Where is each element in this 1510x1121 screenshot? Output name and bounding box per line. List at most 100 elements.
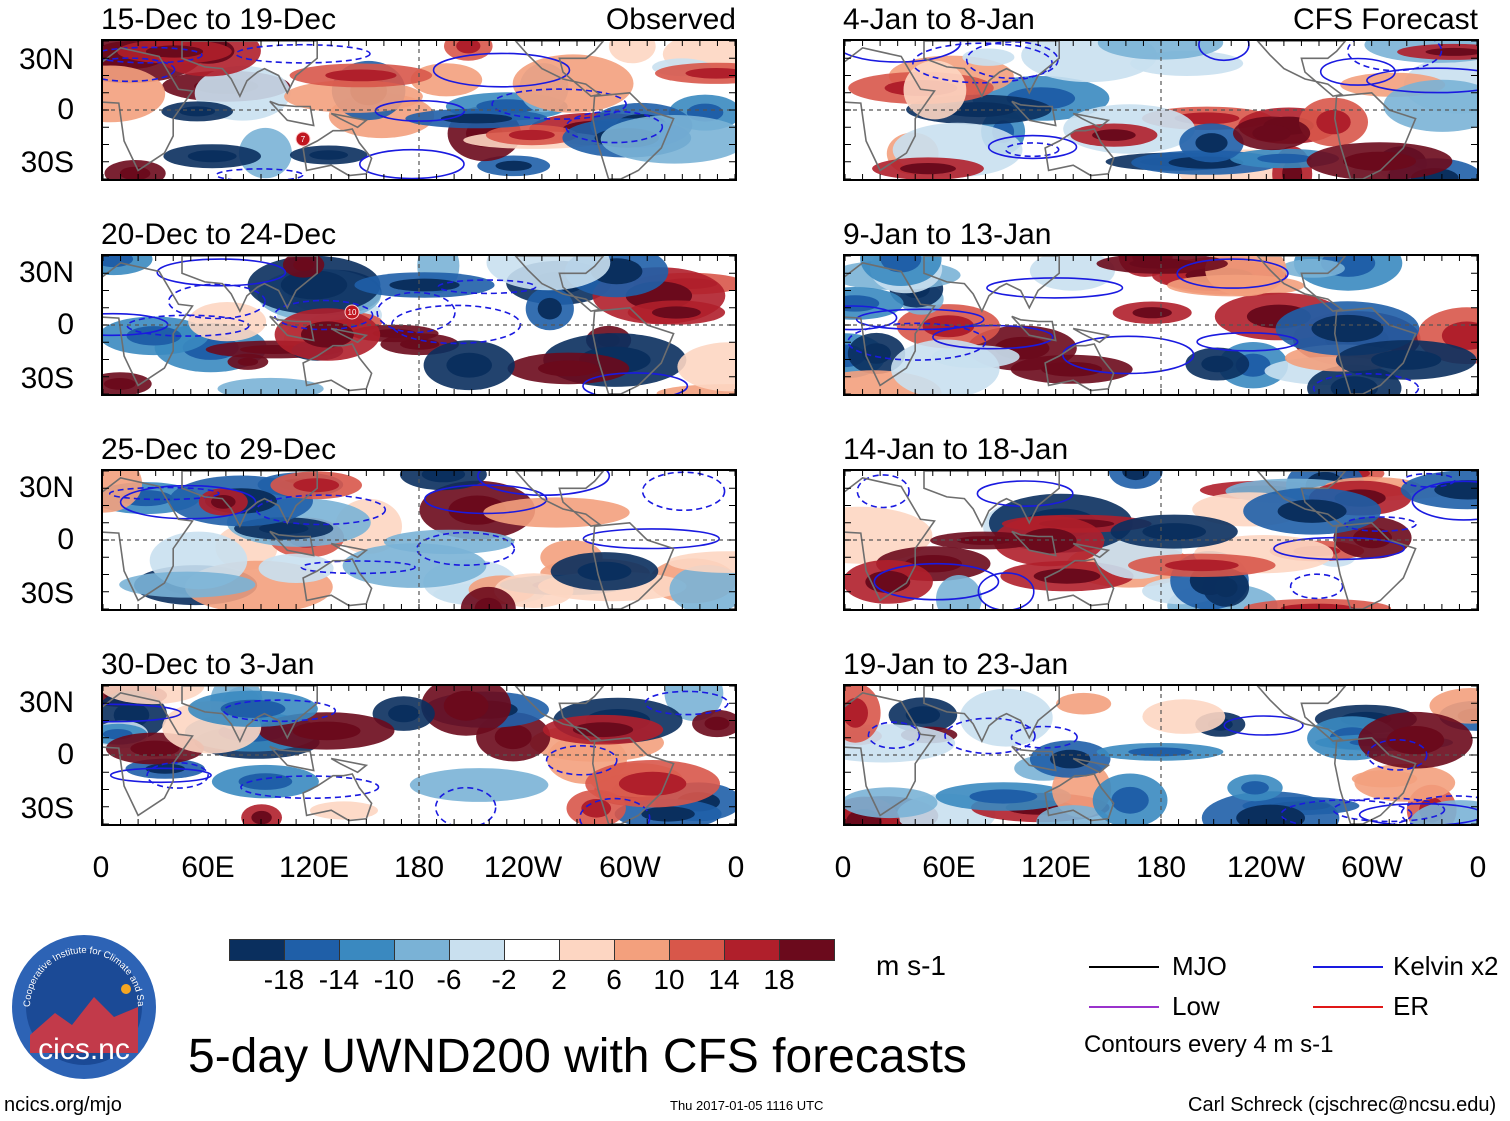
lon-label: 120W xyxy=(483,851,563,884)
coastline xyxy=(103,47,194,172)
anomaly-shade xyxy=(608,41,656,64)
anomaly-shade-core xyxy=(1132,307,1172,319)
anomaly-shade-core xyxy=(389,278,460,292)
coastline xyxy=(591,306,675,394)
forecast-label: CFS Forecast xyxy=(1292,3,1478,36)
colorbar-swatch xyxy=(724,939,780,961)
coastline xyxy=(269,530,315,557)
coastline xyxy=(302,558,373,607)
anomaly-shade-core xyxy=(1122,471,1150,481)
lon-label: 60E xyxy=(922,851,976,884)
anomaly-shade-core xyxy=(704,716,730,731)
main-title: 5-day UWND200 with CFS forecasts xyxy=(188,1030,967,1083)
storm-marker xyxy=(344,304,360,320)
coastline xyxy=(845,262,936,387)
colorbar-tick-label: 10 xyxy=(653,964,685,995)
anomaly-shade xyxy=(309,801,378,820)
coastline xyxy=(923,686,1060,744)
anomaly-shade-core xyxy=(1164,559,1239,572)
anomaly-shade-core xyxy=(1214,577,1238,598)
coastline xyxy=(1011,530,1057,557)
coastline xyxy=(1256,256,1347,313)
coastline xyxy=(181,686,318,744)
logo-text: cics.nc xyxy=(38,1033,130,1066)
anomaly-shade-core xyxy=(130,740,180,757)
panel-title-left-4: 30-Dec to 3-Jan xyxy=(101,648,315,681)
coastline xyxy=(1333,521,1417,609)
colorbar-swatch xyxy=(559,939,615,961)
kelvin-contour xyxy=(579,797,651,824)
coastline xyxy=(591,521,675,609)
colorbar-swatch xyxy=(504,939,560,961)
kelvin-contour xyxy=(1319,57,1396,86)
coastline xyxy=(923,471,1060,529)
lat-label: 30S xyxy=(20,577,74,610)
footer-link[interactable]: ncics.org/mjo xyxy=(4,1094,122,1116)
coastline xyxy=(330,542,369,559)
anomaly-shade-core xyxy=(641,806,695,822)
anomaly-shade-core xyxy=(1425,47,1477,56)
map-right-3 xyxy=(843,469,1479,611)
lon-label: 0 xyxy=(1469,851,1487,884)
lat-label: 30N xyxy=(18,256,74,289)
anomaly-shade-core xyxy=(119,166,151,179)
kelvin-contour xyxy=(582,372,689,394)
anomaly-shade-core xyxy=(388,704,420,723)
lon-label: 120W xyxy=(1226,851,1306,884)
colorbar-swatch xyxy=(449,939,505,961)
kelvin-contour xyxy=(565,110,664,144)
anomaly-shade xyxy=(669,565,735,609)
colorbar-swatch xyxy=(284,939,340,961)
anomaly-shade-core xyxy=(187,150,237,163)
kelvin-contour xyxy=(424,484,548,515)
coastline xyxy=(181,41,318,99)
footer-timestamp: Thu 2017-01-05 1116 UTC xyxy=(670,1098,824,1113)
anomaly-shade xyxy=(1281,259,1345,278)
anomaly-shade-core xyxy=(1021,528,1077,554)
legend-label-er: ER xyxy=(1393,991,1430,1021)
kelvin-contour xyxy=(240,775,380,800)
anomaly-shade-core xyxy=(862,343,891,364)
anomaly-shade-core xyxy=(179,106,216,117)
kelvin-contour xyxy=(109,767,212,784)
anomaly-shade-core xyxy=(237,357,259,366)
anomaly-shade-core xyxy=(1236,804,1305,824)
coastline xyxy=(269,100,315,127)
colorbar-swatch xyxy=(339,939,395,961)
coastline xyxy=(103,692,194,817)
coastline xyxy=(1011,100,1057,127)
anomaly-shade xyxy=(103,686,205,705)
kelvin-contour xyxy=(156,258,287,287)
kelvin-contour xyxy=(119,484,257,520)
anomaly-shade-core xyxy=(280,270,348,300)
anomaly-shade xyxy=(959,688,1053,747)
legend-label-kelvin: Kelvin x2 xyxy=(1393,951,1499,981)
coastline xyxy=(845,692,936,817)
colorbar-tick-label: 6 xyxy=(606,964,622,995)
lat-label: 30S xyxy=(20,792,74,825)
anomaly-shade-core xyxy=(1316,109,1351,135)
anomaly-shade-core xyxy=(443,690,489,721)
kelvin-contour xyxy=(1411,480,1477,521)
coastline xyxy=(269,745,315,772)
kelvin-contour xyxy=(416,531,516,567)
map-canvas: 7 xyxy=(103,41,735,179)
kelvin-contour xyxy=(873,562,1000,601)
anomaly-shade-core xyxy=(572,722,634,738)
map-canvas xyxy=(845,686,1477,824)
kelvin-contour xyxy=(641,471,726,512)
anomaly-shade xyxy=(845,787,938,819)
legend-line-kelvin xyxy=(1313,966,1383,968)
lat-label: 0 xyxy=(57,738,74,771)
anomaly-shade-core xyxy=(900,163,956,175)
anomaly-shade-core xyxy=(1343,151,1416,171)
kelvin-contour xyxy=(235,43,371,64)
kelvin-contour xyxy=(1010,725,1078,749)
kelvin-contour xyxy=(1176,258,1289,289)
lat-label: 0 xyxy=(57,523,74,556)
map-canvas: 10 xyxy=(103,256,735,394)
coastline xyxy=(1333,91,1417,179)
kelvin-contour xyxy=(432,52,571,88)
anomaly-shade-core xyxy=(238,773,293,790)
coastline xyxy=(591,736,675,824)
